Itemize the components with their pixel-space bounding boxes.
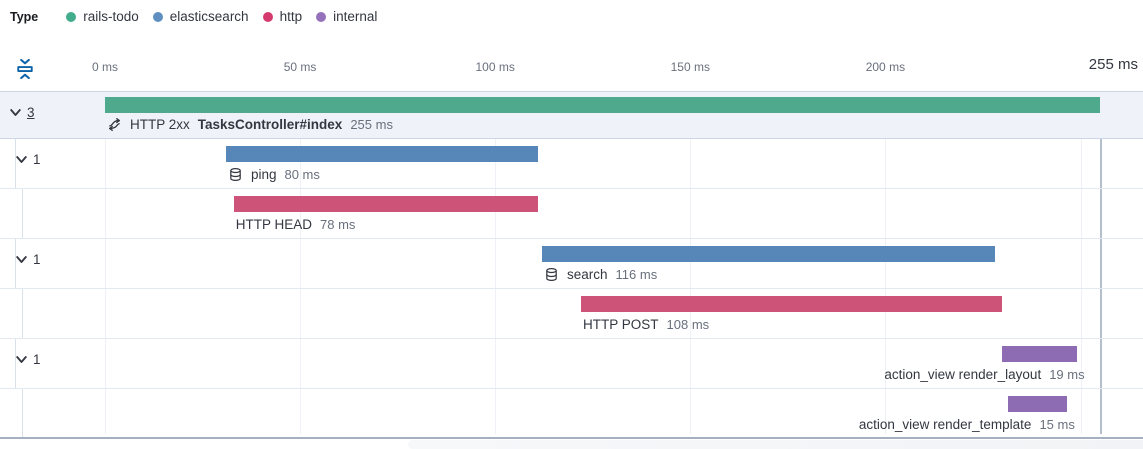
waterfall-row-span: HTTP HEAD 78 ms bbox=[0, 189, 1143, 239]
axis-end-label: 255 ms bbox=[1088, 56, 1138, 73]
legend-title: Type bbox=[10, 9, 39, 24]
database-icon bbox=[228, 167, 243, 182]
span-duration: 78 ms bbox=[320, 217, 356, 232]
legend-item-elasticsearch[interactable]: elasticsearch bbox=[152, 9, 249, 24]
span-name: ping bbox=[250, 167, 277, 182]
expand-toggle[interactable]: 3 bbox=[9, 105, 35, 120]
nesting-line bbox=[15, 339, 16, 388]
span-name: action_view render_template bbox=[858, 417, 1032, 432]
expand-toggle[interactable]: 1 bbox=[15, 152, 41, 167]
transaction-duration: 255 ms bbox=[350, 117, 393, 132]
span-label: search 116 ms bbox=[544, 267, 657, 282]
chevron-down-icon bbox=[16, 256, 27, 263]
horizontal-scrollbar[interactable] bbox=[408, 440, 1143, 449]
span-name: search bbox=[567, 267, 608, 282]
waterfall-row-span: action_view render_template 15 ms bbox=[0, 389, 1143, 439]
span-label: ping 80 ms bbox=[228, 167, 320, 182]
gridline bbox=[1080, 91, 1082, 434]
axis-tick: 150 ms bbox=[670, 60, 710, 74]
span-bar[interactable] bbox=[225, 146, 539, 162]
axis-tick: 200 ms bbox=[865, 60, 906, 74]
span-duration: 15 ms bbox=[1039, 417, 1075, 432]
transaction-label: HTTP 2xx TasksController#index 255 ms bbox=[107, 117, 393, 132]
nesting-line bbox=[22, 189, 23, 238]
waterfall-row-transaction[interactable]: 3 HTTP 2xx TasksController#index 255 ms bbox=[0, 91, 1143, 139]
waterfall-row-span: HTTP POST 108 ms bbox=[0, 289, 1143, 339]
chart-area: 3 HTTP 2xx TasksController#index 255 ms bbox=[0, 91, 1143, 439]
legend-dot bbox=[262, 11, 273, 22]
chevron-down-icon bbox=[10, 109, 21, 116]
chevron-down-icon bbox=[16, 156, 27, 163]
legend-dot bbox=[316, 11, 327, 22]
legend-dot bbox=[66, 11, 77, 22]
span-duration: 80 ms bbox=[284, 167, 320, 182]
collapse-all-icon[interactable] bbox=[12, 56, 38, 82]
legend: Type rails-todo elasticsearch http inter… bbox=[10, 9, 377, 24]
waterfall-row-span: 1 action_view render_layout 19 ms bbox=[0, 339, 1143, 389]
trace-icon bbox=[107, 117, 122, 132]
nesting-line bbox=[22, 289, 23, 338]
gridline bbox=[105, 91, 106, 434]
expand-toggle[interactable]: 1 bbox=[15, 252, 41, 267]
nesting-line bbox=[22, 389, 23, 437]
gridline bbox=[885, 91, 887, 434]
waterfall-row-span: 1 search 116 ms bbox=[0, 239, 1143, 289]
axis-tick: 50 ms bbox=[283, 60, 317, 74]
timeline-axis: 0 ms 50 ms 100 ms 150 ms 200 ms 255 ms bbox=[0, 47, 1143, 91]
transaction-bar[interactable] bbox=[105, 97, 1100, 113]
trace-end-line bbox=[1100, 91, 1102, 434]
span-bar[interactable] bbox=[1002, 346, 1077, 362]
span-duration: 19 ms bbox=[1049, 367, 1085, 382]
nesting-line bbox=[15, 239, 16, 288]
span-bar[interactable] bbox=[542, 246, 995, 262]
legend-item-internal[interactable]: internal bbox=[316, 9, 377, 24]
legend-dot bbox=[152, 11, 163, 22]
span-label: HTTP POST 108 ms bbox=[583, 317, 709, 332]
transaction-name: TasksController#index bbox=[197, 117, 343, 132]
axis-tick: 100 ms bbox=[475, 60, 515, 74]
span-label: action_view render_template 15 ms bbox=[859, 417, 1075, 432]
span-name: HTTP POST bbox=[583, 317, 659, 332]
gridline bbox=[300, 91, 302, 434]
database-icon bbox=[544, 267, 559, 282]
span-bar[interactable] bbox=[1008, 396, 1067, 412]
nesting-line bbox=[15, 139, 16, 188]
span-name: HTTP HEAD bbox=[235, 217, 313, 232]
legend-item-rails-todo[interactable]: rails-todo bbox=[66, 9, 139, 24]
span-bar[interactable] bbox=[233, 196, 539, 212]
span-bar[interactable] bbox=[581, 296, 1003, 312]
gridline bbox=[495, 91, 497, 434]
span-duration: 108 ms bbox=[666, 317, 710, 332]
chevron-down-icon bbox=[16, 356, 27, 363]
axis-tick: 0 ms bbox=[91, 60, 119, 74]
transaction-result: HTTP 2xx bbox=[130, 117, 190, 132]
span-name: action_view render_layout bbox=[884, 367, 1042, 382]
waterfall-row-span: 1 ping 80 ms bbox=[0, 139, 1143, 189]
span-duration: 116 ms bbox=[615, 267, 658, 282]
span-label: action_view render_layout 19 ms bbox=[884, 367, 1084, 382]
expand-toggle[interactable]: 1 bbox=[15, 352, 41, 367]
legend-item-http[interactable]: http bbox=[262, 9, 302, 24]
span-label: HTTP HEAD 78 ms bbox=[236, 217, 356, 232]
gridline bbox=[690, 91, 692, 434]
